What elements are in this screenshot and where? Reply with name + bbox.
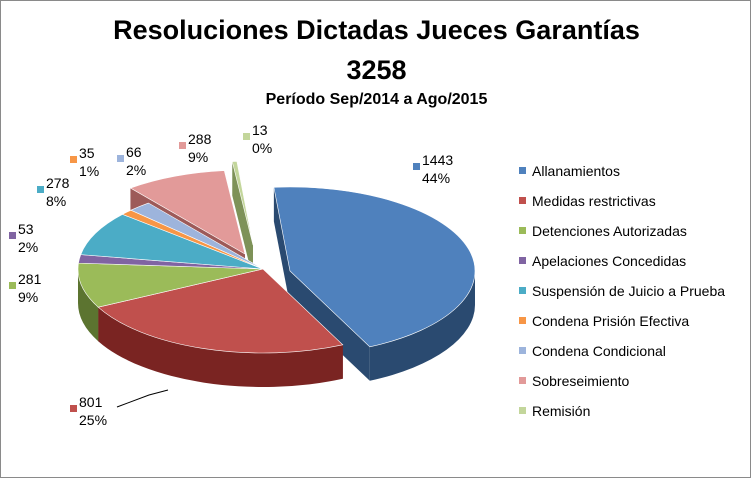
- data-label-percent-sobreseimiento: 9%: [188, 149, 208, 165]
- legend-swatch: [519, 257, 526, 264]
- legend-swatch: [519, 377, 526, 384]
- legend-label: Apelaciones Concedidas: [532, 253, 687, 269]
- data-label-value-suspension-de-juicio-a-prueba: 278: [46, 175, 70, 191]
- leader-line-medidas-restrictivas: [116, 389, 169, 408]
- legend-swatch: [519, 407, 526, 414]
- data-label-value-apelaciones-concedidas: 53: [18, 221, 34, 237]
- legend-swatch: [519, 347, 526, 354]
- legend-swatch: [519, 317, 526, 324]
- pie-slice-allanamientos: [273, 186, 476, 348]
- data-label-percent-medidas-restrictivas: 25%: [79, 412, 107, 428]
- label-key-detenciones-autorizadas: [9, 282, 16, 289]
- label-key-allanamientos: [413, 163, 420, 170]
- legend-label: Detenciones Autorizadas: [532, 223, 687, 239]
- legend-item-medidas-restrictivas: Medidas restrictivas: [519, 191, 744, 221]
- legend-item-sobreseimiento: Sobreseimiento: [519, 371, 744, 401]
- legend-swatch: [519, 227, 526, 234]
- slice-wall-allanamientos-1: [290, 271, 370, 381]
- data-label-percent-detenciones-autorizadas: 9%: [18, 289, 38, 305]
- legend-label: Medidas restrictivas: [532, 193, 656, 209]
- legend-item-condena-prision-efectiva: Condena Prisión Efectiva: [519, 311, 744, 341]
- label-key-medidas-restrictivas: [70, 405, 77, 412]
- pie-slice-remision: [231, 161, 254, 246]
- data-label-value-allanamientos: 1443: [422, 152, 453, 168]
- legend-label: Condena Condicional: [532, 343, 666, 359]
- data-label-value-detenciones-autorizadas: 281: [18, 271, 42, 287]
- legend-swatch: [519, 167, 526, 174]
- legend-swatch: [519, 197, 526, 204]
- label-key-condena-condicional: [117, 155, 124, 162]
- label-key-condena-prision-efectiva: [70, 156, 77, 163]
- data-label-percent-condena-condicional: 2%: [126, 162, 146, 178]
- slice-side-medidas-restrictivas: [98, 307, 343, 387]
- pie-slice-detenciones-autorizadas: [77, 262, 264, 308]
- slice-side-detenciones-autorizadas: [78, 269, 99, 342]
- label-key-suspension-de-juicio-a-prueba: [37, 186, 44, 193]
- data-label-value-remision: 13: [252, 122, 268, 138]
- pie-slice-condena-condicional: [130, 202, 264, 270]
- data-label-percent-allanamientos: 44%: [422, 170, 450, 186]
- label-key-sobreseimiento: [179, 142, 186, 149]
- chart-legend: Allanamientos Medidas restrictivas Detenci…: [519, 161, 744, 431]
- legend-item-suspension-de-juicio-a-prueba: Suspensión de Juicio a Prueba: [519, 281, 744, 311]
- data-label-percent-remision: 0%: [252, 140, 272, 156]
- legend-item-apelaciones-concedidas: Apelaciones Concedidas: [519, 251, 744, 281]
- chart-period: Período Sep/2014 a Ago/2015: [265, 91, 488, 108]
- data-label-percent-condena-prision-efectiva: 1%: [79, 163, 99, 179]
- slice-wall-allanamientos-0: [273, 187, 290, 305]
- pie-slice-suspension-de-juicio-a-prueba: [80, 214, 264, 270]
- data-label-value-medidas-restrictivas: 801: [79, 394, 103, 410]
- data-label-value-condena-prision-efectiva: 35: [79, 145, 95, 161]
- legend-item-condena-condicional: Condena Condicional: [519, 341, 744, 371]
- legend-label: Condena Prisión Efectiva: [532, 313, 690, 329]
- pie-slice-medidas-restrictivas: [97, 268, 344, 354]
- chart-title: Resoluciones Dictadas Jueces Garantías: [113, 15, 640, 45]
- legend-label: Allanamientos: [532, 163, 620, 179]
- legend-label: Suspensión de Juicio a Prueba: [532, 283, 726, 299]
- label-key-remision: [243, 133, 250, 140]
- label-key-apelaciones-concedidas: [9, 232, 16, 239]
- slice-side-allanamientos: [369, 271, 475, 381]
- data-label-value-sobreseimiento: 288: [188, 131, 212, 147]
- legend-label: Remisión: [532, 403, 591, 419]
- data-label-value-condena-condicional: 66: [126, 144, 142, 160]
- legend-item-allanamientos: Allanamientos: [519, 161, 744, 191]
- legend-swatch: [519, 287, 526, 294]
- legend-label: Sobreseimiento: [532, 373, 630, 389]
- chart-total: 3258: [346, 55, 407, 85]
- legend-item-remision: Remisión: [519, 401, 744, 431]
- data-label-percent-apelaciones-concedidas: 2%: [18, 239, 38, 255]
- data-label-percent-suspension-de-juicio-a-prueba: 8%: [46, 193, 66, 209]
- pie-slice-sobreseimiento: [129, 170, 246, 255]
- legend-item-detenciones-autorizadas: Detenciones Autorizadas: [519, 221, 744, 251]
